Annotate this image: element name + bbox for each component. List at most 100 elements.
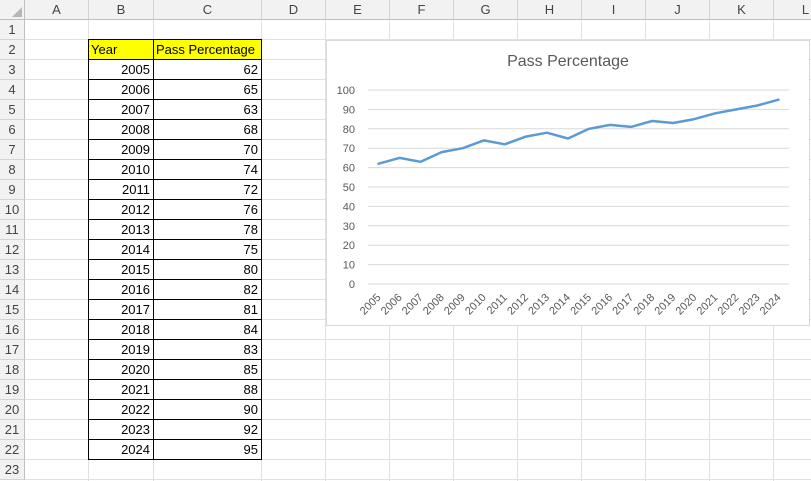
x-tick-label: 2024 bbox=[758, 292, 784, 318]
column-header-c[interactable]: C bbox=[154, 0, 262, 20]
column-header-e[interactable]: E bbox=[326, 0, 390, 20]
column-header-l[interactable]: L bbox=[774, 0, 811, 20]
pass-percentage-cell[interactable]: 83 bbox=[153, 339, 262, 360]
pass-percentage-cell[interactable]: 76 bbox=[153, 199, 262, 220]
row-header-15[interactable]: 15 bbox=[0, 300, 25, 320]
row-header-9[interactable]: 9 bbox=[0, 180, 25, 200]
pass-percentage-cell[interactable]: 80 bbox=[153, 259, 262, 280]
pass-percentage-cell[interactable]: 65 bbox=[153, 79, 262, 100]
series-line[interactable] bbox=[377, 98, 780, 165]
year-cell[interactable]: 2014 bbox=[88, 239, 154, 260]
x-tick-label: 2019 bbox=[653, 292, 679, 318]
x-tick-label: 2022 bbox=[716, 292, 742, 318]
column-header-i[interactable]: I bbox=[582, 0, 646, 20]
pass-percentage-cell[interactable]: 92 bbox=[153, 419, 262, 440]
pass-percentage-cell[interactable]: 81 bbox=[153, 299, 262, 320]
row-header-18[interactable]: 18 bbox=[0, 360, 25, 380]
grid-row-line bbox=[25, 399, 811, 400]
row-header-19[interactable]: 19 bbox=[0, 380, 25, 400]
select-all-triangle-icon bbox=[12, 7, 22, 17]
year-cell[interactable]: 2015 bbox=[88, 259, 154, 280]
pass-percentage-cell[interactable]: 85 bbox=[153, 359, 262, 380]
row-header-7[interactable]: 7 bbox=[0, 140, 25, 160]
select-all-corner[interactable] bbox=[0, 0, 25, 20]
header-cell-year[interactable]: Year bbox=[88, 39, 154, 60]
pass-percentage-cell[interactable]: 68 bbox=[153, 119, 262, 140]
year-cell[interactable]: 2008 bbox=[88, 119, 154, 140]
line-chart[interactable]: Pass Percentage 0 10 20 30 40 50 60 70 80 90 100 20… bbox=[326, 40, 810, 326]
row-header-6[interactable]: 6 bbox=[0, 120, 25, 140]
year-cell[interactable]: 2013 bbox=[88, 219, 154, 240]
year-cell[interactable]: 2018 bbox=[88, 319, 154, 340]
row-header-22[interactable]: 22 bbox=[0, 440, 25, 460]
row-header-11[interactable]: 11 bbox=[0, 220, 25, 240]
pass-percentage-cell[interactable]: 70 bbox=[153, 139, 262, 160]
column-header-k[interactable]: K bbox=[710, 0, 774, 20]
year-cell[interactable]: 2022 bbox=[88, 399, 154, 420]
grid-column-line bbox=[325, 20, 326, 481]
year-cell[interactable]: 2005 bbox=[88, 59, 154, 80]
year-cell[interactable]: 2010 bbox=[88, 159, 154, 180]
year-cell[interactable]: 2019 bbox=[88, 339, 154, 360]
year-cell[interactable]: 2007 bbox=[88, 99, 154, 120]
row-header-8[interactable]: 8 bbox=[0, 160, 25, 180]
pass-percentage-cell[interactable]: 78 bbox=[153, 219, 262, 240]
column-header-j[interactable]: J bbox=[646, 0, 710, 20]
pass-percentage-cell[interactable]: 74 bbox=[153, 159, 262, 180]
x-tick-label: 2023 bbox=[737, 292, 763, 318]
year-cell[interactable]: 2021 bbox=[88, 379, 154, 400]
y-tick-label: 20 bbox=[343, 240, 355, 252]
header-cell-pass-percentage[interactable]: Pass Percentage bbox=[153, 39, 262, 60]
x-tick-label: 2006 bbox=[379, 292, 405, 318]
pass-percentage-cell[interactable]: 72 bbox=[153, 179, 262, 200]
pass-percentage-cell[interactable]: 82 bbox=[153, 279, 262, 300]
row-header-13[interactable]: 13 bbox=[0, 260, 25, 280]
year-cell[interactable]: 2012 bbox=[88, 199, 154, 220]
y-tick-label: 70 bbox=[343, 143, 355, 155]
x-tick-label: 2013 bbox=[526, 292, 552, 318]
x-tick-label: 2016 bbox=[589, 292, 615, 318]
x-tick-label: 2017 bbox=[610, 292, 636, 318]
pass-percentage-cell[interactable]: 90 bbox=[153, 399, 262, 420]
year-cell[interactable]: 2011 bbox=[88, 179, 154, 200]
y-tick-label: 40 bbox=[343, 201, 355, 213]
column-header-f[interactable]: F bbox=[390, 0, 454, 20]
row-header-4[interactable]: 4 bbox=[0, 80, 25, 100]
row-header-14[interactable]: 14 bbox=[0, 280, 25, 300]
year-cell[interactable]: 2017 bbox=[88, 299, 154, 320]
pass-percentage-cell[interactable]: 63 bbox=[153, 99, 262, 120]
year-cell[interactable]: 2024 bbox=[88, 439, 154, 460]
row-header-2[interactable]: 2 bbox=[0, 40, 25, 60]
row-header-23[interactable]: 23 bbox=[0, 460, 25, 480]
pass-percentage-cell[interactable]: 84 bbox=[153, 319, 262, 340]
x-tick-label: 2018 bbox=[631, 292, 657, 318]
x-tick-label: 2015 bbox=[568, 292, 594, 318]
row-header-17[interactable]: 17 bbox=[0, 340, 25, 360]
year-cell[interactable]: 2023 bbox=[88, 419, 154, 440]
x-tick-label: 2020 bbox=[674, 292, 700, 318]
row-header-1[interactable]: 1 bbox=[0, 20, 25, 40]
row-header-10[interactable]: 10 bbox=[0, 200, 25, 220]
year-cell[interactable]: 2020 bbox=[88, 359, 154, 380]
pass-percentage-cell[interactable]: 88 bbox=[153, 379, 262, 400]
y-tick-label: 10 bbox=[343, 260, 355, 272]
row-header-5[interactable]: 5 bbox=[0, 100, 25, 120]
chart-title[interactable]: Pass Percentage bbox=[507, 53, 629, 70]
column-header-a[interactable]: A bbox=[25, 0, 89, 20]
row-header-3[interactable]: 3 bbox=[0, 60, 25, 80]
column-header-g[interactable]: G bbox=[454, 0, 518, 20]
row-header-12[interactable]: 12 bbox=[0, 240, 25, 260]
grid-row-line bbox=[25, 439, 811, 440]
pass-percentage-cell[interactable]: 62 bbox=[153, 59, 262, 80]
pass-percentage-cell[interactable]: 95 bbox=[153, 439, 262, 460]
year-cell[interactable]: 2006 bbox=[88, 79, 154, 100]
row-header-20[interactable]: 20 bbox=[0, 400, 25, 420]
year-cell[interactable]: 2009 bbox=[88, 139, 154, 160]
column-header-h[interactable]: H bbox=[518, 0, 582, 20]
year-cell[interactable]: 2016 bbox=[88, 279, 154, 300]
pass-percentage-cell[interactable]: 75 bbox=[153, 239, 262, 260]
column-header-b[interactable]: B bbox=[89, 0, 154, 20]
row-header-21[interactable]: 21 bbox=[0, 420, 25, 440]
column-header-d[interactable]: D bbox=[262, 0, 326, 20]
row-header-16[interactable]: 16 bbox=[0, 320, 25, 340]
